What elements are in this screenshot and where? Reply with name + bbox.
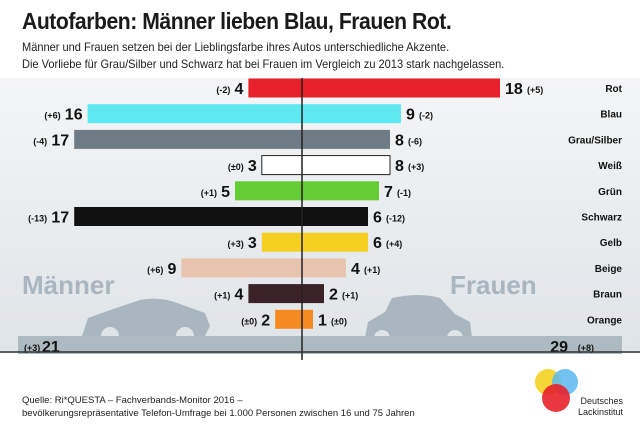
men-value-label: 3: [248, 235, 257, 252]
women-change-label: (±0): [331, 316, 347, 326]
women-value-label: 9: [406, 107, 415, 124]
women-change-label: (-6): [408, 136, 422, 146]
bar-women-gelb: [302, 232, 368, 252]
bar-men-rot: [248, 78, 302, 98]
bar-women-blau: [302, 104, 401, 124]
men-change-label: (+6): [147, 265, 163, 275]
bar-men-schwarz: [74, 207, 302, 226]
men-change-label: (+3): [228, 239, 244, 249]
logo-text: Deutsches Lackinstitut: [578, 396, 623, 418]
bar-men-orange: [275, 309, 302, 329]
men-value-label: 2: [261, 312, 270, 329]
category-label: Blau: [600, 110, 622, 121]
women-change-label: (+1): [364, 265, 380, 275]
men-change-label: (+1): [214, 291, 230, 301]
women-value-label: 1: [318, 312, 327, 329]
bar-women-beige: [302, 258, 346, 278]
bar-other-total: [18, 336, 622, 354]
men-change-label: (±0): [241, 316, 257, 326]
men-value-label: 21: [42, 339, 60, 356]
category-label: Gelb: [600, 238, 622, 249]
bar-women-grün: [302, 181, 379, 201]
source-line-1: Quelle: Ri*QUESTA – Fachverbands-Monitor…: [22, 395, 243, 406]
category-label: Weiß: [598, 161, 622, 172]
bar-women-orange: [302, 309, 313, 329]
category-label: Grün: [598, 187, 622, 198]
bar-men-braun: [248, 284, 302, 304]
category-label: Rot: [605, 84, 622, 95]
bar-men-weiß: [261, 155, 303, 176]
bar-men-blau: [87, 104, 302, 124]
men-label: Männer: [22, 270, 115, 300]
women-change-label: (+4): [386, 239, 402, 249]
logo-text-1: Deutsches: [580, 396, 624, 406]
men-change-label: (+3): [24, 343, 40, 353]
women-change-label: (+8): [578, 343, 594, 353]
men-value-label: 9: [167, 261, 176, 278]
bar-men-grün: [235, 181, 302, 201]
bar-women-braun: [302, 284, 324, 304]
women-value-label: 8: [395, 132, 404, 149]
men-value-label: 3: [248, 158, 257, 175]
subtitle-line-1: Männer und Frauen setzen bei der Lieblin…: [22, 40, 450, 54]
women-label: Frauen: [450, 270, 537, 300]
women-value-label: 8: [395, 158, 404, 175]
men-value-label: 4: [234, 287, 243, 304]
women-value-label: 2: [329, 287, 338, 304]
women-value-label: 4: [351, 261, 360, 278]
category-label: Schwarz: [581, 213, 622, 224]
women-change-label: (-1): [397, 188, 411, 198]
men-change-label: (±0): [228, 162, 244, 172]
men-change-label: (-4): [33, 136, 47, 146]
women-change-label: (-12): [386, 214, 405, 224]
women-value-label: 18: [505, 81, 523, 98]
women-value-label: 6: [373, 210, 382, 227]
subtitle-line-2: Die Vorliebe für Grau/Silber und Schwarz…: [22, 57, 505, 71]
men-value-label: 4: [234, 81, 243, 98]
women-change-label: (-2): [419, 111, 433, 121]
women-change-label: (+5): [527, 85, 543, 95]
men-change-label: (+1): [201, 188, 217, 198]
bar-women-schwarz: [302, 207, 368, 226]
bar-men-grau/silber: [74, 129, 302, 149]
category-label: Grau/Silber: [568, 135, 622, 146]
bar-men-gelb: [261, 232, 302, 252]
men-value-label: 17: [51, 132, 69, 149]
bar-women-grau/silber: [302, 129, 390, 149]
men-change-label: (+6): [44, 111, 60, 121]
women-change-label: (+1): [342, 291, 358, 301]
chart-title: Autofarben: Männer lieben Blau, Frauen R…: [22, 8, 452, 34]
men-value-label: 16: [65, 107, 83, 124]
men-change-label: (-13): [28, 214, 47, 224]
category-label: Beige: [595, 264, 623, 275]
men-change-label: (-2): [216, 85, 230, 95]
men-value-label: 5: [221, 184, 230, 201]
women-value-label: 6: [373, 235, 382, 252]
men-value-label: 17: [51, 210, 69, 227]
bar-women-weiß: [301, 155, 391, 176]
bar-men-beige: [181, 258, 302, 278]
bar-women-rot: [302, 78, 500, 98]
logo-text-2: Lackinstitut: [578, 407, 624, 417]
women-change-label: (+3): [408, 162, 424, 172]
category-label: Braun: [593, 290, 622, 301]
women-value-label: 7: [384, 184, 393, 201]
women-value-label: 29: [550, 339, 568, 356]
deutsches-lackinstitut-logo: [535, 369, 578, 412]
source-line-2: bevölkerungsrepräsentative Telefon-Umfra…: [22, 408, 415, 419]
source-note: Quelle: Ri*QUESTA – Fachverbands-Monitor…: [22, 394, 415, 420]
category-label: Orange: [587, 315, 622, 326]
